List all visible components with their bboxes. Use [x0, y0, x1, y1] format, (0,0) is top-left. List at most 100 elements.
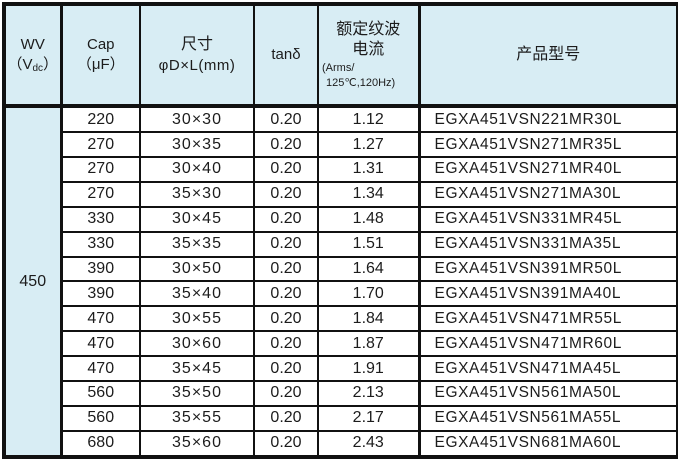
- table-row: 390 35×40 0.20 1.70 EGXA451VSN391MA40L: [4, 280, 678, 308]
- ripple-cell: 1.64: [317, 255, 421, 283]
- model-cell: EGXA451VSN391MR50L: [418, 255, 678, 283]
- cap-cell: 390: [60, 255, 141, 283]
- header-wv: WV （Vdc）: [3, 3, 63, 108]
- model-cell: EGXA451VSN471MR55L: [418, 305, 678, 333]
- size-cell: 30×35: [139, 131, 255, 159]
- table-row: 270 30×35 0.20 1.27 EGXA451VSN271MR35L: [4, 131, 678, 159]
- table-row: 330 30×45 0.20 1.48 EGXA451VSN331MR45L: [4, 205, 678, 233]
- size-cell: 30×50: [139, 255, 255, 283]
- model-cell: EGXA451VSN681MA60L: [418, 429, 678, 459]
- model-cell: EGXA451VSN221MR30L: [418, 104, 678, 134]
- tan-cell: 0.20: [253, 429, 319, 459]
- tan-cell: 0.20: [253, 180, 319, 208]
- cap-cell: 330: [60, 205, 141, 233]
- header-ripple-title: 额定纹波 电流: [336, 21, 401, 59]
- model-cell: EGXA451VSN331MR45L: [418, 205, 678, 233]
- header-wv-line1: WV: [20, 35, 45, 53]
- ripple-cell: 1.34: [317, 180, 421, 208]
- size-cell: 35×50: [139, 380, 255, 407]
- ripple-cell: 1.84: [317, 305, 421, 333]
- ripple-cell: 1.87: [317, 330, 421, 358]
- table-body: 450 220 30×30 0.20 1.12 EGXA451VSN221MR30L 270…: [3, 104, 678, 459]
- tan-cell: 0.20: [253, 230, 319, 258]
- cap-cell: 470: [60, 330, 141, 358]
- header-row: WV （Vdc） Cap （μF） 尺寸 φD×L(mm) tanδ 额定纹波: [3, 3, 678, 108]
- wv-value-cell: 450: [3, 105, 63, 458]
- table-row: 450 220 30×30 0.20 1.12 EGXA451VSN221MR30L: [3, 104, 678, 458]
- ripple-cell: 2.43: [317, 429, 421, 459]
- tan-cell: 0.20: [253, 305, 319, 333]
- size-cell: 35×60: [139, 429, 255, 459]
- tan-cell: 0.20: [253, 255, 319, 283]
- tan-cell: 0.20: [253, 280, 319, 308]
- table-row: 270 35×30 0.20 1.34 EGXA451VSN271MA30L: [4, 180, 678, 208]
- header-wv-line2: （Vdc）: [7, 55, 59, 74]
- model-cell: EGXA451VSN561MA50L: [418, 380, 678, 407]
- size-cell: 30×55: [139, 305, 255, 333]
- model-cell: EGXA451VSN271MR40L: [418, 156, 678, 183]
- table-row: 270 30×40 0.20 1.31 EGXA451VSN271MR40L: [4, 156, 678, 183]
- ripple-cell: 1.12: [317, 104, 421, 134]
- size-cell: 30×60: [139, 330, 255, 358]
- model-cell: EGXA451VSN331MA35L: [418, 230, 678, 258]
- cap-cell: 330: [60, 230, 141, 258]
- ripple-cell: 2.17: [317, 404, 421, 432]
- cap-cell: 470: [60, 305, 141, 333]
- header-size: 尺寸 φD×L(mm): [139, 3, 255, 108]
- ripple-cell: 1.48: [317, 205, 421, 233]
- tan-cell: 0.20: [253, 330, 319, 358]
- table-row: 680 35×60 0.20 2.43 EGXA451VSN681MA60L: [4, 429, 678, 459]
- ripple-cell: 2.13: [317, 380, 421, 407]
- table-row: 390 30×50 0.20 1.64 EGXA451VSN391MR50L: [4, 255, 678, 283]
- tan-cell: 0.20: [253, 355, 319, 383]
- model-cell: EGXA451VSN391MA40L: [418, 280, 678, 308]
- cap-cell: 560: [60, 404, 141, 432]
- header-cap: Cap （μF）: [60, 3, 141, 108]
- model-cell: EGXA451VSN561MA55L: [418, 404, 678, 432]
- cap-cell: 680: [60, 429, 141, 459]
- header-cap-line2: （μF）: [76, 56, 125, 73]
- table-row: 560 35×55 0.20 2.17 EGXA451VSN561MA55L: [4, 404, 678, 432]
- ripple-cell: 1.31: [317, 156, 421, 183]
- header-ripple-conditions: (Arms/ 125℃,120Hz): [322, 62, 396, 89]
- tan-cell: 0.20: [253, 380, 319, 407]
- tan-cell: 0.20: [253, 404, 319, 432]
- tan-cell: 0.20: [253, 156, 319, 183]
- tan-cell: 0.20: [253, 131, 319, 159]
- header-size-line1: 尺寸: [180, 36, 213, 54]
- cap-cell: 560: [60, 380, 141, 407]
- header-cap-line1: Cap: [86, 35, 115, 53]
- size-cell: 35×55: [139, 404, 255, 432]
- header-tan-delta: tanδ: [253, 3, 319, 108]
- size-cell: 30×45: [139, 205, 255, 233]
- cap-cell: 270: [60, 156, 141, 183]
- ripple-cell: 1.70: [317, 280, 421, 308]
- cap-cell: 470: [60, 355, 141, 383]
- size-cell: 30×30: [139, 104, 255, 134]
- cap-cell: 270: [60, 131, 141, 159]
- model-cell: EGXA451VSN471MR60L: [418, 330, 678, 358]
- cap-cell: 220: [60, 104, 141, 134]
- cap-cell: 270: [60, 180, 141, 208]
- table-row: 330 35×35 0.20 1.51 EGXA451VSN331MA35L: [4, 230, 678, 258]
- size-cell: 35×35: [139, 230, 255, 258]
- ripple-cell: 1.51: [317, 230, 421, 258]
- header-ripple-current: 额定纹波 电流 (Arms/ 125℃,120Hz): [317, 3, 421, 108]
- cap-cell: 390: [60, 280, 141, 308]
- table-row: 470 30×60 0.20 1.87 EGXA451VSN471MR60L: [4, 330, 678, 358]
- model-cell: EGXA451VSN271MR35L: [418, 131, 678, 159]
- table-row: 470 35×45 0.20 1.91 EGXA451VSN471MA45L: [4, 355, 678, 383]
- model-cell: EGXA451VSN271MA30L: [418, 180, 678, 208]
- tan-cell: 0.20: [253, 104, 319, 134]
- ripple-cell: 1.27: [317, 131, 421, 159]
- size-cell: 35×40: [139, 280, 255, 308]
- size-cell: 30×40: [139, 156, 255, 183]
- table-row: 560 35×50 0.20 2.13 EGXA451VSN561MA50L: [4, 380, 678, 407]
- header-size-line2: φD×L(mm): [158, 56, 236, 74]
- size-cell: 35×30: [139, 180, 255, 208]
- tan-cell: 0.20: [253, 205, 319, 233]
- table-row: 470 30×55 0.20 1.84 EGXA451VSN471MR55L: [4, 305, 678, 333]
- size-cell: 35×45: [139, 355, 255, 383]
